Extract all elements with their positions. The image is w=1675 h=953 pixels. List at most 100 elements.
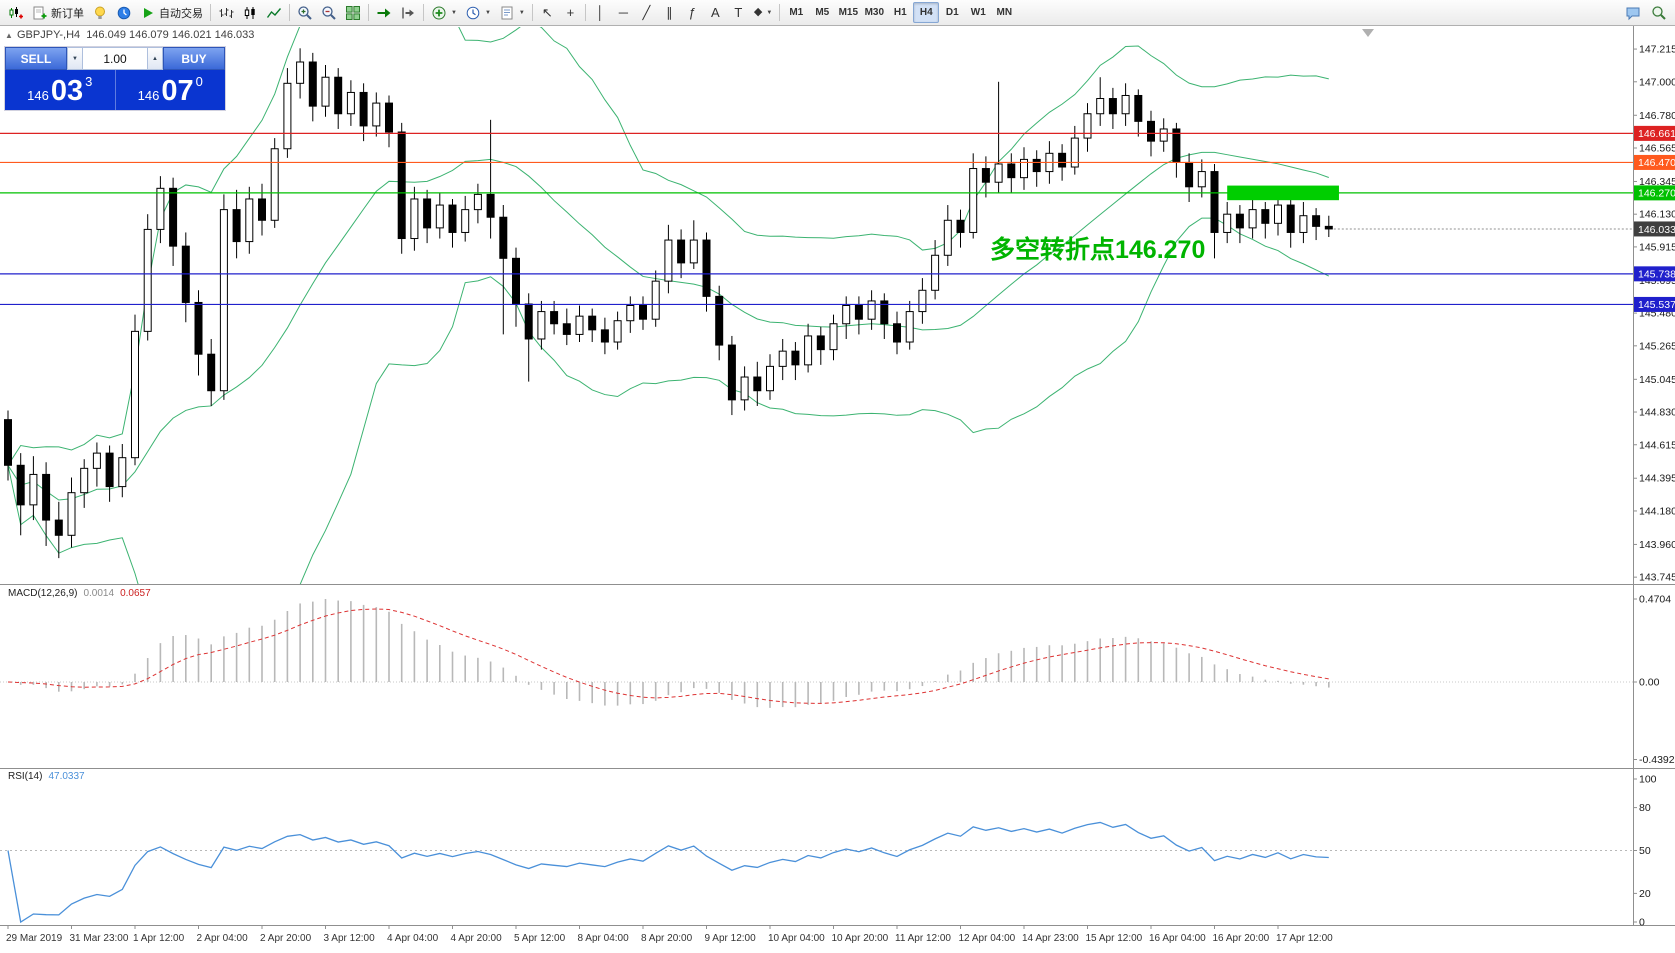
lightbulb-icon <box>95 6 105 19</box>
lot-size-input[interactable] <box>83 47 147 70</box>
price-axis-label: 146.565 <box>1639 142 1675 154</box>
new-chart-icon <box>9 6 23 18</box>
market-watch-button[interactable] <box>112 2 136 23</box>
time-axis-label: 1 Apr 12:00 <box>133 933 185 944</box>
shapes-tool-button[interactable]: ◆ ▼ <box>750 2 776 23</box>
time-axis-label: 9 Apr 12:00 <box>705 933 757 944</box>
time-axis-label: 8 Apr 04:00 <box>578 933 630 944</box>
horizontal-line-icon: ─ <box>618 5 628 20</box>
dropdown-caret-icon: ▼ <box>451 9 457 16</box>
timeframe-mn-button[interactable]: MN <box>991 2 1017 23</box>
trendline-tool-button[interactable]: ╱ <box>635 2 658 23</box>
timeframe-h4-button[interactable]: H4 <box>913 2 940 23</box>
timeframe-h1-button[interactable]: H1 <box>887 2 913 23</box>
time-axis-label: 2 Apr 04:00 <box>197 933 249 944</box>
timeframe-d1-button[interactable]: D1 <box>939 2 965 23</box>
vertical-line-tool-button[interactable]: │ <box>589 2 612 23</box>
time-axis-label: 12 Apr 04:00 <box>959 933 1016 944</box>
panel-collapse-icon[interactable]: ▲ <box>5 31 13 40</box>
price-axis-label: 144.395 <box>1639 473 1675 485</box>
time-axis-label: 10 Apr 04:00 <box>768 933 825 944</box>
zoom-out-icon <box>322 5 336 20</box>
new-order-label: 新订单 <box>51 7 84 20</box>
templates-button[interactable]: ▼ <box>495 2 529 23</box>
rsi-line <box>7 821 1329 924</box>
new-order-button[interactable]: 新订单 <box>28 2 88 23</box>
rsi-axis-label: 20 <box>1639 888 1651 900</box>
fibonacci-tool-button[interactable]: ƒ <box>681 2 704 23</box>
horizontal-line-tool-button[interactable]: ─ <box>612 2 635 23</box>
bar-chart-type-button[interactable] <box>214 2 238 23</box>
chart-annotation-text[interactable]: 多空转折点146.270 <box>990 235 1205 264</box>
time-axis-label: 16 Apr 04:00 <box>1149 933 1206 944</box>
time-axis-label: 8 Apr 20:00 <box>641 933 693 944</box>
svg-text:146.270: 146.270 <box>1638 188 1675 200</box>
price-axis-label: 143.745 <box>1639 572 1675 584</box>
new-chart-button[interactable] <box>4 2 28 23</box>
buy-button[interactable]: BUY <box>163 47 225 70</box>
text-tool-button[interactable]: A <box>704 2 727 23</box>
toolbar-separator <box>531 4 533 21</box>
line-chart-type-button[interactable] <box>262 2 286 23</box>
lot-increase-button[interactable]: ▲ <box>147 47 163 70</box>
lot-decrease-button[interactable]: ▼ <box>67 47 83 70</box>
auto-scroll-button[interactable] <box>372 2 396 23</box>
timeframe-w1-button[interactable]: W1 <box>965 2 991 23</box>
search-button[interactable] <box>1647 2 1671 23</box>
rsi-axis-label: 100 <box>1639 774 1657 786</box>
zoom-out-button[interactable] <box>317 2 341 23</box>
macd-main-value: 0.0014 <box>83 588 115 599</box>
chat-button[interactable] <box>1621 2 1645 23</box>
chart-shift-button[interactable] <box>396 2 420 23</box>
timeframe-m30-button[interactable]: M30 <box>861 2 887 23</box>
chat-icon <box>1626 7 1640 20</box>
periods-button[interactable]: ▼ <box>461 2 495 23</box>
dropdown-caret-icon: ▼ <box>518 9 525 16</box>
price-badge: 146.270 <box>1634 185 1675 201</box>
timeframe-m1-button[interactable]: M1 <box>783 2 809 23</box>
price-badge: 146.470 <box>1634 154 1675 170</box>
price-axis-label: 146.345 <box>1639 176 1675 188</box>
tile-windows-icon <box>346 5 360 20</box>
toolbar-right-group <box>1621 2 1671 23</box>
zoom-in-button[interactable] <box>293 2 317 23</box>
svg-text:145.537: 145.537 <box>1638 299 1675 311</box>
label-tool-button[interactable]: T <box>727 2 750 23</box>
toolbar-separator <box>289 4 290 21</box>
rsi-axis-label: 80 <box>1639 802 1651 814</box>
symbol-timeframe-text: GBPJPY-,H4 <box>17 29 81 41</box>
cursor-tool-button[interactable]: ↖ <box>536 2 559 23</box>
price-axis-label: 147.000 <box>1639 76 1675 88</box>
toolbar: 新订单 自动交易 <box>0 0 1675 26</box>
chart-shift-marker[interactable] <box>1362 29 1374 37</box>
tile-windows-button[interactable] <box>341 2 365 23</box>
line-chart-icon <box>266 7 282 18</box>
time-axis-label: 29 Mar 2019 <box>6 933 63 944</box>
autotrading-play-icon <box>144 7 153 18</box>
time-axis-label: 5 Apr 12:00 <box>514 933 566 944</box>
crosshair-tool-button[interactable]: + <box>559 2 582 23</box>
trendline-icon: ╱ <box>642 5 651 20</box>
highlight-rectangle[interactable] <box>1227 185 1339 201</box>
svg-text:146.033: 146.033 <box>1638 224 1675 236</box>
candlestick-chart-type-button[interactable] <box>238 2 262 23</box>
indicators-button[interactable]: ▼ <box>427 2 461 23</box>
channel-tool-button[interactable]: ∥ <box>658 2 681 23</box>
timeframe-m15-button[interactable]: M15 <box>835 2 861 23</box>
bid-point-text: 3 <box>85 74 93 89</box>
price-axis-label: 144.830 <box>1639 407 1675 419</box>
chart-symbol-label: GBPJPY-,H4 146.049 146.079 146.021 146.03… <box>17 29 254 41</box>
bollinger-middle-band <box>7 151 1329 501</box>
ask-point-text: 0 <box>195 74 203 89</box>
time-axis-label: 4 Apr 04:00 <box>387 933 439 944</box>
bid-pips-text: 03 <box>50 75 84 108</box>
dropdown-caret-icon: ▼ <box>484 9 491 16</box>
chart-profiles-button[interactable] <box>88 2 112 23</box>
autotrading-button[interactable]: 自动交易 <box>136 2 207 23</box>
dropdown-caret-icon: ▼ <box>766 9 773 16</box>
timeframe-m5-button[interactable]: M5 <box>809 2 835 23</box>
bid-integer-text: 146 <box>27 88 49 103</box>
sell-button[interactable]: SELL <box>5 47 67 70</box>
bid-price[interactable]: 146 03 3 <box>5 70 115 110</box>
ask-price[interactable]: 146 07 0 <box>114 70 226 110</box>
